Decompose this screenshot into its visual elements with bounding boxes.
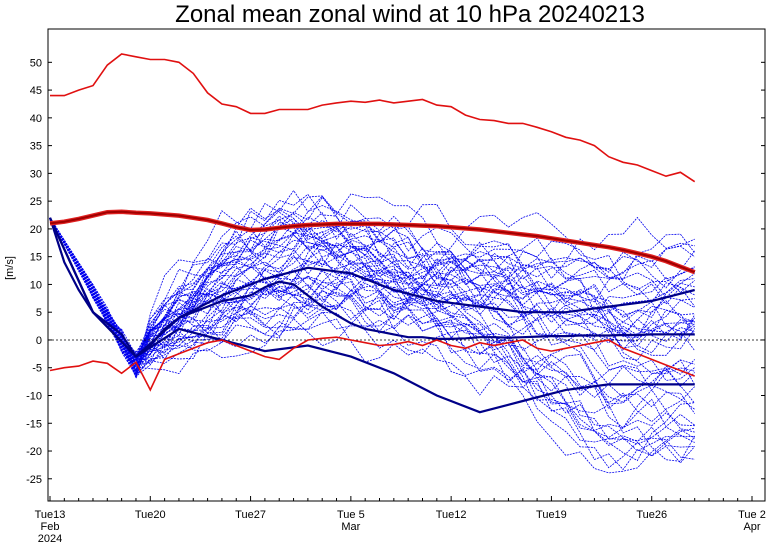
x-tick-label: Tue13 bbox=[35, 509, 66, 521]
member-line bbox=[49, 217, 696, 360]
y-tick-label: 15 bbox=[30, 252, 42, 264]
member-line bbox=[49, 217, 695, 381]
member-line bbox=[49, 193, 695, 364]
member-line bbox=[49, 217, 696, 469]
member-line bbox=[49, 217, 695, 376]
max-line bbox=[50, 53, 696, 183]
min-line bbox=[49, 336, 695, 392]
y-tick-label: 10 bbox=[30, 279, 42, 291]
y-tick-label: -25 bbox=[26, 474, 42, 486]
member-line bbox=[49, 217, 696, 372]
highlight-member-line bbox=[48, 217, 695, 414]
x-tick-year: 2024 bbox=[38, 533, 62, 545]
member-line bbox=[49, 217, 696, 362]
member-line bbox=[49, 217, 695, 431]
climatology-line bbox=[49, 210, 696, 274]
y-tick-label: -5 bbox=[32, 363, 42, 375]
x-tick-label: Tue12 bbox=[436, 509, 467, 521]
member-line bbox=[49, 217, 695, 474]
y-tick-label: 20 bbox=[30, 224, 42, 236]
x-tick-label: Tue20 bbox=[135, 509, 166, 521]
x-tick-label: Tue 2 bbox=[738, 509, 766, 521]
x-tick-label: Tue27 bbox=[235, 509, 266, 521]
member-line bbox=[49, 215, 695, 377]
x-tick-month: Feb bbox=[41, 521, 60, 533]
y-tick-label: -10 bbox=[26, 390, 42, 402]
member-line bbox=[49, 217, 695, 403]
x-tick-month: Mar bbox=[341, 521, 360, 533]
y-tick-label: 40 bbox=[30, 113, 42, 125]
y-tick-label: -20 bbox=[26, 446, 42, 458]
member-line bbox=[49, 189, 695, 433]
member-line bbox=[49, 212, 696, 379]
x-tick-month: Apr bbox=[743, 521, 760, 533]
axes: 50454035302520151050-5-10-15-20-25Tue13F… bbox=[26, 57, 766, 545]
member-line bbox=[49, 217, 696, 375]
highlight-member-line bbox=[48, 217, 695, 359]
chart-title: Zonal mean zonal wind at 10 hPa 20240213 bbox=[175, 1, 645, 28]
y-tick-label: -15 bbox=[26, 418, 42, 430]
x-tick-label: Tue26 bbox=[636, 509, 667, 521]
member-line bbox=[49, 217, 695, 387]
member-line bbox=[49, 213, 695, 462]
member-line bbox=[49, 217, 695, 460]
y-axis-label: [m/s] bbox=[4, 256, 16, 280]
y-tick-label: 25 bbox=[30, 196, 42, 208]
y-tick-label: 50 bbox=[30, 57, 42, 69]
x-tick-label: Tue 5 bbox=[337, 509, 365, 521]
member-line bbox=[49, 217, 696, 414]
y-tick-label: 5 bbox=[36, 307, 42, 319]
member-line bbox=[49, 217, 695, 368]
y-tick-label: 30 bbox=[30, 168, 42, 180]
y-tick-label: 35 bbox=[30, 141, 42, 153]
member-line bbox=[49, 217, 695, 452]
ensemble-members bbox=[49, 189, 696, 474]
y-tick-label: 0 bbox=[36, 335, 42, 347]
x-tick-label: Tue19 bbox=[536, 509, 567, 521]
plot-frame bbox=[47, 28, 766, 502]
member-line bbox=[49, 217, 695, 357]
overlay-lines bbox=[48, 53, 765, 414]
member-line bbox=[49, 217, 695, 365]
member-line bbox=[49, 217, 696, 377]
member-line bbox=[49, 195, 695, 448]
y-tick-label: 45 bbox=[30, 85, 42, 97]
member-line bbox=[49, 216, 695, 367]
